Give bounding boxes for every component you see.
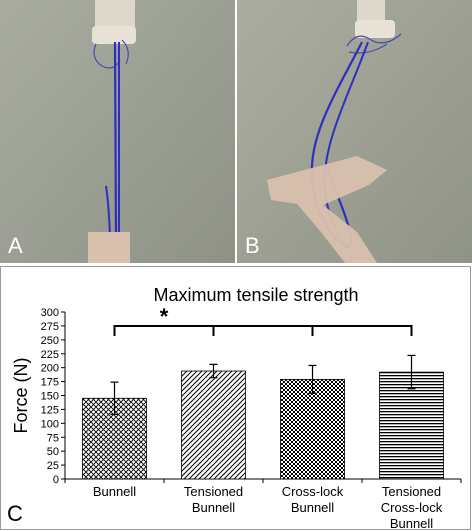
panel-label-b: B	[245, 233, 260, 258]
photo-a-image	[0, 0, 235, 263]
photo-panel-b: B	[237, 0, 472, 263]
chart-panel-c: Maximum tensile strength Force (N) 0 25 50…	[0, 266, 471, 530]
y-tick-label: 275	[41, 321, 59, 333]
y-tick-label: 175	[41, 377, 59, 389]
x-category-label: Cross-lock	[282, 484, 344, 499]
x-category-label: Bunnell	[390, 516, 433, 529]
x-tick-labels: Bunnell TensionedBunnellCross-lockBunnell…	[93, 484, 443, 529]
photo-b-image	[237, 0, 472, 263]
y-tick-label: 125	[41, 404, 59, 416]
panel-label-a: A	[8, 233, 23, 258]
bar	[280, 378, 345, 480]
photo-panel-a: A	[0, 0, 235, 263]
y-tick-label: 0	[53, 474, 59, 486]
bars	[82, 354, 444, 480]
y-tick-label: 100	[41, 418, 59, 430]
panel-label-c: C	[7, 501, 23, 526]
y-tick-label: 300	[41, 307, 59, 319]
significance-bracket: *	[113, 304, 413, 336]
y-axis-label: Force (N)	[11, 358, 31, 434]
y-tick-label: 50	[47, 446, 59, 458]
y-tick-label: 75	[47, 432, 59, 444]
x-category-label: Tensioned	[382, 484, 441, 499]
x-category-label: Cross-lock	[381, 500, 443, 515]
y-tick-label: 225	[41, 349, 59, 361]
bar	[181, 370, 246, 480]
significance-star: *	[160, 304, 169, 329]
x-category-label: Bunnell	[192, 500, 235, 515]
y-tick-label: 25	[47, 460, 59, 472]
tensile-strength-chart: Maximum tensile strength Force (N) 0 25 50…	[11, 285, 462, 529]
x-category-label: Bunnell	[93, 484, 136, 499]
x-category-label: Bunnell	[291, 500, 334, 515]
y-tick-label: 250	[41, 335, 59, 347]
x-category-label: Tensioned	[184, 484, 243, 499]
bar	[379, 371, 444, 480]
chart-title: Maximum tensile strength	[153, 285, 358, 305]
y-tick-label: 200	[41, 363, 59, 375]
y-tick-label: 150	[41, 391, 59, 403]
